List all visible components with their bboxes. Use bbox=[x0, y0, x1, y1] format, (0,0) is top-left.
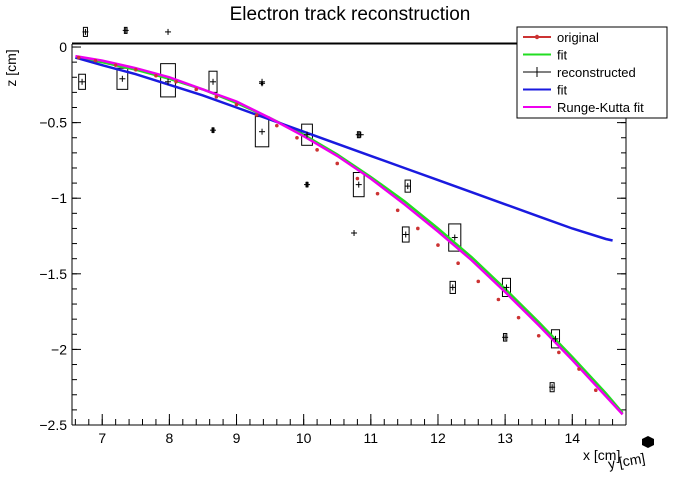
original-point bbox=[275, 123, 279, 128]
y-tick-label: −2.5 bbox=[39, 417, 67, 433]
y-tick-label: −2 bbox=[51, 341, 67, 357]
y-tick-label: −1.5 bbox=[39, 266, 67, 282]
original-point bbox=[536, 333, 541, 338]
original-point bbox=[593, 388, 598, 393]
original-point bbox=[395, 208, 400, 213]
original-point bbox=[315, 148, 319, 152]
plot-clipped-content bbox=[75, 26, 624, 416]
x-tick-label: 14 bbox=[564, 430, 580, 446]
x-tick-label: 13 bbox=[497, 430, 513, 446]
original-point bbox=[194, 87, 199, 92]
x-tick-label: 11 bbox=[364, 430, 379, 446]
x-axis-label: x [cm] bbox=[583, 447, 620, 463]
y-tick-label: 0 bbox=[59, 39, 67, 55]
original-point bbox=[496, 297, 501, 302]
corner-glyph-icon bbox=[642, 436, 654, 448]
x-tick-label: 10 bbox=[296, 430, 312, 446]
x-tick-label: 9 bbox=[233, 430, 241, 446]
y-tick-label: −1 bbox=[51, 190, 67, 206]
series-line-fit bbox=[75, 56, 624, 414]
original-point bbox=[355, 176, 360, 181]
original-point bbox=[113, 63, 118, 67]
error-box bbox=[78, 73, 86, 90]
legend-label: reconstructed bbox=[557, 65, 636, 80]
original-point bbox=[295, 135, 299, 140]
original-point bbox=[557, 350, 561, 355]
legend-label: Runge-Kutta fit bbox=[557, 100, 644, 115]
original-point bbox=[254, 113, 259, 117]
x-tick-label: 12 bbox=[430, 430, 446, 446]
original-point bbox=[416, 226, 420, 231]
error-box bbox=[352, 172, 365, 198]
series-line-fit bbox=[75, 56, 613, 242]
original-point bbox=[154, 73, 158, 78]
series-line-runge-kutta-fit bbox=[75, 54, 624, 416]
original-point bbox=[516, 315, 521, 320]
secondary-x-axis-label: y [cm] bbox=[607, 450, 647, 472]
chart-title: Electron track reconstruction bbox=[230, 4, 471, 25]
original-point bbox=[456, 261, 460, 266]
y-tick-label: −0.5 bbox=[39, 115, 67, 131]
original-point bbox=[93, 58, 98, 63]
error-box bbox=[116, 67, 129, 90]
error-box bbox=[401, 226, 410, 243]
x-tick-label: 8 bbox=[165, 430, 173, 446]
original-point bbox=[76, 55, 81, 60]
original-point bbox=[577, 367, 581, 371]
original-point bbox=[234, 102, 239, 107]
original-point bbox=[375, 191, 380, 196]
plot-area bbox=[75, 26, 624, 416]
original-point bbox=[436, 243, 440, 247]
legend-label: fit bbox=[557, 48, 568, 63]
legend-swatch-marker bbox=[534, 34, 540, 40]
legend-label: fit bbox=[557, 83, 568, 98]
original-point bbox=[133, 67, 138, 72]
original-point bbox=[476, 279, 481, 284]
original-point bbox=[174, 79, 178, 84]
legend-label: original bbox=[557, 30, 599, 45]
y-axis-label: z [cm] bbox=[3, 49, 19, 86]
original-point bbox=[335, 161, 340, 166]
original-point bbox=[214, 95, 219, 99]
x-tick-label: 7 bbox=[98, 430, 106, 446]
legend: original fit reconstructed fit Runge-Kutta f… bbox=[516, 26, 668, 119]
